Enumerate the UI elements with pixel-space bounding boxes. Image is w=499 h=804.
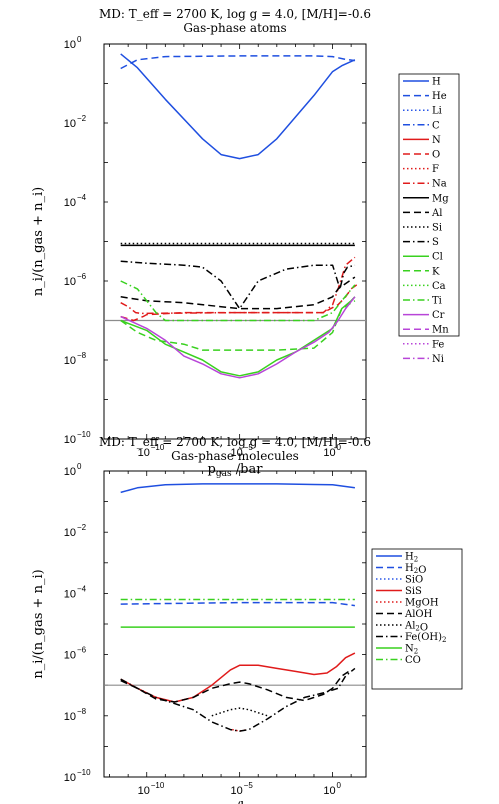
y-tick-label: 10: [64, 711, 76, 723]
y-tick-exponent: 0: [77, 35, 82, 44]
legend-label: Ti: [432, 296, 442, 307]
x-tick-exponent: −5: [244, 781, 254, 790]
legend-label: N: [432, 135, 441, 146]
y-tick-label: 10: [64, 434, 76, 446]
series-line-al: [120, 276, 356, 310]
series-line-he: [120, 55, 356, 70]
x-tick-label: 10: [231, 785, 243, 797]
y-tick-label: 10: [64, 772, 76, 784]
y-tick-exponent: −10: [77, 430, 91, 439]
x-tick-label: 10: [323, 785, 335, 797]
chart-title: MD: T_eff = 2700 K, log g = 4.0, [M/H]=-…: [99, 7, 371, 21]
legend-label: Mg: [432, 193, 449, 204]
y-tick-exponent: −4: [77, 193, 87, 202]
series-line-ti: [120, 280, 356, 322]
series-line-h: [120, 53, 356, 160]
y-tick-label: 10: [64, 39, 76, 51]
legend-label: H2O: [405, 563, 426, 576]
y-tick-exponent: −2: [77, 114, 87, 123]
legend-label: Ca: [432, 281, 446, 292]
x-tick-label: 10: [323, 447, 335, 459]
molecules-chart: MD: T_eff = 2700 K, log g = 4.0, [M/H]=-…: [31, 435, 463, 804]
series-line-h2: [120, 483, 355, 494]
x-tick-label: 10: [138, 785, 150, 797]
y-tick-exponent: 0: [77, 462, 82, 471]
series-line-na: [120, 256, 356, 315]
legend-label: C: [432, 120, 440, 131]
legend-label: N2: [405, 644, 418, 656]
y-tick-exponent: −8: [77, 707, 87, 716]
series-line-cr: [120, 296, 356, 379]
x-tick-exponent: −10: [151, 443, 165, 452]
legend-label: AlOH: [404, 609, 433, 620]
legend-label: H: [432, 77, 441, 88]
legend-label: SiO: [405, 575, 423, 586]
legend-label: O: [432, 150, 440, 161]
legend-label: Al: [431, 208, 442, 219]
x-axis-label: pgas /bar: [208, 800, 264, 804]
legend-label: Ni: [432, 354, 444, 365]
y-tick-label: 10: [64, 197, 76, 209]
y-tick-exponent: −8: [77, 351, 87, 360]
legend-label: Li: [432, 106, 442, 117]
y-tick-exponent: −10: [77, 768, 91, 777]
legend-label: SiS: [405, 586, 422, 597]
legend-box: [398, 73, 460, 337]
y-tick-label: 10: [64, 118, 76, 130]
legend-label: F: [432, 164, 439, 175]
legend-label: Na: [432, 179, 447, 190]
x-tick-label: 10: [138, 447, 150, 459]
x-tick-label: 10: [231, 447, 243, 459]
x-tick-exponent: 0: [337, 781, 342, 790]
series-line-sis: [120, 652, 356, 703]
chart-subtitle: Gas-phase molecules: [171, 449, 299, 463]
legend-label: K: [432, 266, 440, 277]
legend-label: MgOH: [405, 598, 439, 609]
series-line-feoh2: [120, 667, 356, 732]
y-tick-label: 10: [64, 466, 76, 478]
series-line-al2o: [211, 707, 268, 717]
y-tick-exponent: −6: [77, 272, 87, 281]
y-axis-label: n_i/(n_gas + n_i): [31, 187, 46, 296]
legend-label: Si: [432, 223, 442, 234]
legend-label: S: [432, 237, 439, 248]
chart-title: MD: T_eff = 2700 K, log g = 4.0, [M/H]=-…: [99, 435, 371, 449]
legend-label: H2: [405, 552, 418, 564]
series-line-k: [120, 300, 356, 351]
plot-frame: [103, 43, 367, 440]
y-tick-label: 10: [64, 276, 76, 288]
series-line-cl: [120, 296, 356, 377]
y-tick-exponent: −6: [77, 646, 87, 655]
legend-label: He: [432, 91, 447, 102]
series-line-o: [120, 284, 358, 322]
legend-label: Cr: [432, 310, 445, 321]
legend-label: Fe(OH)2: [405, 632, 447, 644]
y-tick-exponent: −4: [77, 584, 87, 593]
y-axis-label: n_i/(n_gas + n_i): [31, 569, 46, 678]
y-tick-label: 10: [64, 650, 76, 662]
legend-label: Fe: [432, 339, 444, 350]
chart-subtitle: Gas-phase atoms: [183, 21, 286, 35]
y-tick-label: 10: [64, 588, 76, 600]
x-tick-exponent: −10: [151, 781, 165, 790]
x-tick-exponent: 0: [337, 443, 342, 452]
y-tick-exponent: −2: [77, 523, 87, 532]
legend-box: [371, 548, 463, 690]
series-line-h2o: [120, 601, 355, 607]
legend-label: Mn: [432, 325, 449, 336]
x-tick-exponent: −5: [244, 443, 254, 452]
legend-label: Al2O: [404, 621, 428, 634]
atoms-chart: MD: T_eff = 2700 K, log g = 4.0, [M/H]=-…: [31, 7, 460, 479]
legend-label: CO: [405, 655, 421, 666]
y-tick-label: 10: [64, 527, 76, 539]
legend-label: Cl: [432, 252, 443, 263]
y-tick-label: 10: [64, 355, 76, 367]
